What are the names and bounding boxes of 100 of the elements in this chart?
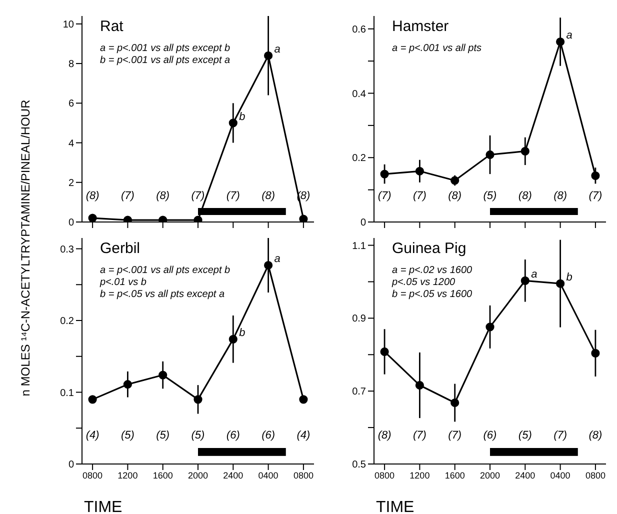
point xyxy=(299,214,308,222)
point xyxy=(415,166,424,176)
annotation: b xyxy=(239,110,246,123)
x-tick-label: 1200 xyxy=(410,470,430,480)
y-tick-label: 2 xyxy=(68,178,74,189)
annotation: (7) xyxy=(120,190,135,202)
annotation: a xyxy=(566,30,572,42)
annotation: (8) xyxy=(156,190,170,202)
x-tick-label: 0800 xyxy=(82,470,103,480)
annotation: (5) xyxy=(120,430,135,442)
point xyxy=(123,216,132,222)
y-tick-label: 0 xyxy=(68,460,74,471)
annotation: a = p<.02 vs 1600 xyxy=(392,265,472,277)
y-tick-label: 0.1 xyxy=(60,388,74,399)
x-tick-label: 0800 xyxy=(374,470,395,480)
y-tick-label: 0 xyxy=(360,218,366,229)
annotation: (7) xyxy=(191,190,206,202)
annotation: (7) xyxy=(448,430,462,442)
x-tick-label: 2000 xyxy=(480,470,500,480)
annotation: b = p<.001 vs all pts except a xyxy=(100,55,230,67)
y-tick-label: 0.2 xyxy=(352,153,366,164)
x-tick-label: 0800 xyxy=(293,470,314,480)
annotation: (8) xyxy=(448,190,462,202)
chart-title: Rat xyxy=(100,18,124,35)
point xyxy=(123,380,132,389)
point xyxy=(228,118,238,128)
y-axis-title: n MOLES ¹⁴C-N-ACETYLTRYPTAMINE/PINEAL/HOUR xyxy=(18,100,32,396)
point xyxy=(228,334,238,344)
point xyxy=(591,171,600,180)
point xyxy=(415,380,424,390)
y-tick-label: 4 xyxy=(68,138,74,150)
annotation: b xyxy=(566,271,572,284)
point xyxy=(380,170,389,178)
point xyxy=(556,37,565,46)
annotation: (5) xyxy=(156,430,170,442)
annotation: (7) xyxy=(378,190,392,202)
y-tick-label: 0.4 xyxy=(352,88,366,100)
point xyxy=(264,260,273,270)
annotation: (5) xyxy=(191,430,206,442)
point xyxy=(486,150,494,160)
annotation: (6) xyxy=(483,430,498,442)
x-tick-label: 0400 xyxy=(550,470,570,480)
annotation: (7) xyxy=(226,190,240,202)
point xyxy=(88,214,97,222)
point xyxy=(520,146,530,156)
annotation: (4) xyxy=(86,430,100,442)
y-tick-label: 0.2 xyxy=(60,316,74,328)
annotation: (8) xyxy=(86,190,100,202)
annotation: (8) xyxy=(378,430,392,442)
point xyxy=(520,276,530,285)
chart-title: Hamster xyxy=(392,18,450,35)
annotation: a = p<.001 vs all pts xyxy=(392,43,482,55)
annotation: (8) xyxy=(588,430,603,442)
annotation: (4) xyxy=(296,430,311,442)
point xyxy=(556,279,565,288)
point xyxy=(194,395,202,404)
annotation: a xyxy=(274,253,280,266)
x-tick-label: 0400 xyxy=(258,470,278,480)
annotation: (6) xyxy=(262,430,276,442)
annotation: (7) xyxy=(588,190,603,202)
annotation: b = p<.05 vs 1600 xyxy=(392,289,472,301)
annotation: (7) xyxy=(412,190,427,202)
annotation: a xyxy=(531,268,538,281)
x-axis-title: TIME xyxy=(376,499,414,514)
point xyxy=(450,176,460,185)
annotation: b xyxy=(239,327,246,340)
y-tick-label: 0.6 xyxy=(352,24,366,36)
y-tick-label: 1.1 xyxy=(352,240,366,252)
y-tick-label: 0.9 xyxy=(352,314,366,325)
annotation: p<.01 vs b xyxy=(100,277,148,289)
annotation: (7) xyxy=(412,430,427,442)
x-axis-title: TIME xyxy=(84,499,122,514)
point xyxy=(299,395,308,404)
annotation: (5) xyxy=(518,430,532,442)
point xyxy=(264,51,273,60)
x-tick-label: 1200 xyxy=(118,470,138,480)
point xyxy=(158,216,168,222)
x-tick-label: 1600 xyxy=(444,470,465,480)
y-tick-label: 0.7 xyxy=(352,386,366,398)
point xyxy=(88,395,97,404)
x-tick-label: 2400 xyxy=(515,470,536,480)
annotation: (8) xyxy=(518,190,532,202)
annotation: a = p<.001 vs all pts except b xyxy=(100,265,230,277)
annotation: b = p<.05 vs all pts except a xyxy=(100,289,226,301)
annotation: (8) xyxy=(554,190,568,202)
annotation: (7) xyxy=(554,430,568,442)
y-tick-label: 10 xyxy=(62,19,74,30)
point xyxy=(591,348,600,358)
chart-title: Gerbil xyxy=(100,240,142,257)
annotation: (6) xyxy=(226,430,240,442)
point xyxy=(486,322,494,332)
annotation: (5) xyxy=(483,190,498,202)
point xyxy=(158,370,168,380)
x-tick-label: 0800 xyxy=(585,470,606,480)
point xyxy=(194,216,202,222)
annotation: p<.05 vs 1200 xyxy=(392,277,456,289)
y-tick-label: 0 xyxy=(68,218,74,229)
x-tick-label: 2400 xyxy=(223,470,244,480)
y-tick-label: 0.3 xyxy=(60,244,74,256)
annotation: a xyxy=(274,44,280,56)
